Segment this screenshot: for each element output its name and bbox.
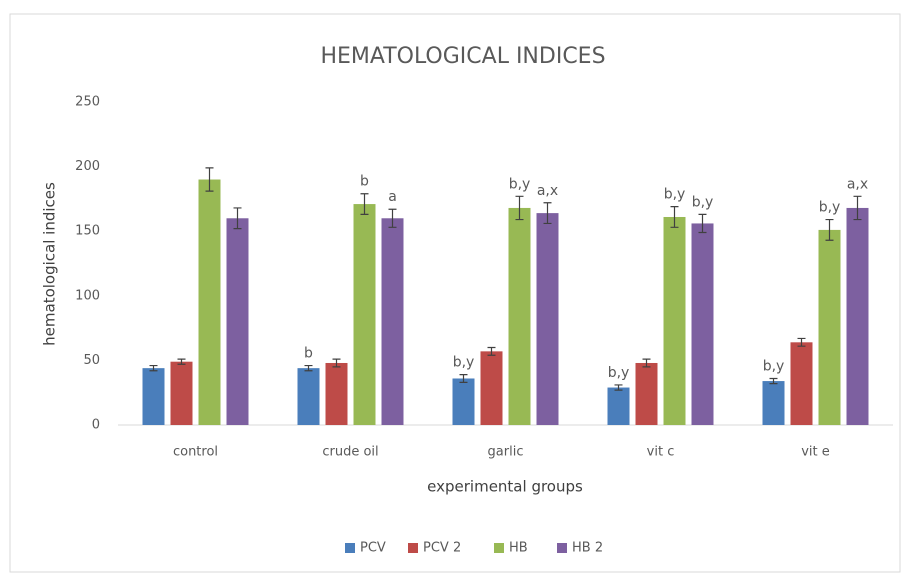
bar xyxy=(353,204,376,425)
bar xyxy=(818,229,841,425)
bar xyxy=(762,381,785,425)
y-tick-label: 0 xyxy=(92,418,100,433)
error-bar xyxy=(825,218,834,241)
chart-frame xyxy=(9,13,901,573)
error-bar xyxy=(853,195,862,221)
legend-label: PCV 2 xyxy=(423,541,461,556)
error-bar xyxy=(459,374,468,383)
x-tick-label: garlic xyxy=(488,445,524,460)
y-tick-label: 100 xyxy=(75,288,100,303)
error-bar xyxy=(304,364,313,372)
bar xyxy=(508,207,531,425)
bar xyxy=(325,362,348,425)
x-tick-label: vit c xyxy=(647,445,675,460)
legend-label: PCV xyxy=(360,541,386,556)
bar xyxy=(452,378,475,425)
bar xyxy=(170,361,193,425)
bar xyxy=(226,218,249,425)
error-bar xyxy=(388,208,397,228)
y-tick-label: 150 xyxy=(75,224,100,239)
y-axis-label: hematological indices xyxy=(41,182,59,346)
annotation: b xyxy=(304,346,313,362)
bar xyxy=(663,216,686,425)
error-bar xyxy=(670,206,679,228)
legend-swatch xyxy=(345,543,355,553)
error-bar xyxy=(698,213,707,234)
x-tick-label: vit e xyxy=(801,445,830,460)
annotation: a xyxy=(388,189,397,205)
annotation: a,x xyxy=(847,176,868,192)
error-bar xyxy=(177,358,186,365)
bar xyxy=(691,223,714,425)
y-tick-label: 50 xyxy=(83,353,100,368)
error-bar xyxy=(642,358,651,368)
error-bar xyxy=(797,337,806,347)
x-axis-label: experimental groups xyxy=(427,478,583,496)
error-bar xyxy=(515,195,524,221)
bar xyxy=(480,351,503,425)
annotation: b xyxy=(360,174,369,190)
error-bar xyxy=(487,346,496,356)
annotation: b,y xyxy=(763,358,785,374)
bar xyxy=(198,179,221,425)
error-bar xyxy=(769,377,778,385)
annotation: b,y xyxy=(692,194,714,210)
bar xyxy=(635,362,658,425)
annotation: b,y xyxy=(509,176,531,192)
annotation: b,y xyxy=(453,355,475,371)
error-bar xyxy=(332,358,341,368)
bar xyxy=(381,218,404,425)
legend-swatch xyxy=(494,543,504,553)
error-bar xyxy=(149,364,158,372)
x-tick-label: control xyxy=(173,445,218,460)
legend-swatch xyxy=(557,543,567,553)
y-tick-label: 200 xyxy=(75,159,100,174)
bar xyxy=(607,387,630,425)
x-tick-label: crude oil xyxy=(322,445,378,460)
bar xyxy=(846,207,869,425)
bar xyxy=(297,368,320,425)
y-tick-label: 250 xyxy=(75,95,100,110)
error-bar xyxy=(543,202,552,225)
error-bar xyxy=(614,384,623,391)
legend-label: HB 2 xyxy=(572,541,603,556)
bar xyxy=(536,213,559,425)
annotation: a,x xyxy=(537,183,558,199)
error-bar xyxy=(205,167,214,192)
bar xyxy=(790,342,813,425)
error-bar xyxy=(233,207,242,230)
annotation: b,y xyxy=(819,200,841,216)
annotation: b,y xyxy=(608,365,630,381)
bar xyxy=(142,368,165,425)
chart-title: HEMATOLOGICAL INDICES xyxy=(320,44,605,69)
annotation: b,y xyxy=(664,187,686,203)
legend-swatch xyxy=(408,543,418,553)
legend-label: HB xyxy=(509,541,528,556)
error-bar xyxy=(360,193,369,216)
